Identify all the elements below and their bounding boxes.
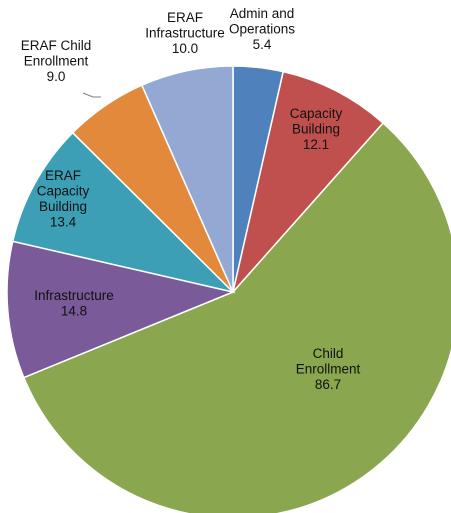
pie-slice-eraf-capacity-building xyxy=(11,131,236,294)
slice-label-capacity-building: Capacity Building 12.1 xyxy=(290,106,343,152)
pie-slice-child-enrollment xyxy=(22,121,451,513)
pie-slice-capacity-building xyxy=(232,70,385,293)
slice-label-admin-and-operations: Admin and Operations 5.4 xyxy=(229,6,295,52)
leader-line-eraf-child-enrollment xyxy=(82,92,101,98)
leader-lines xyxy=(82,92,101,98)
pie-slice-eraf-infrastructure xyxy=(140,65,234,293)
pie-slices xyxy=(6,65,451,513)
slice-labels: Admin and Operations 5.4 Capacity Building 12… xyxy=(21,6,361,392)
slice-label-eraf-infrastructure: ERAF Infrastructure 10.0 xyxy=(145,10,225,56)
slice-label-eraf-child-enrollment: ERAF Child Enrollment 9.0 xyxy=(21,38,92,84)
slice-label-eraf-capacity-building: ERAF Capacity Building 13.4 xyxy=(37,168,90,230)
slice-label-child-enrollment: Child Enrollment 86.7 xyxy=(296,346,361,392)
slice-label-infrastructure: Infrastructure 14.8 xyxy=(34,288,114,319)
pie-slice-infrastructure xyxy=(6,240,236,379)
